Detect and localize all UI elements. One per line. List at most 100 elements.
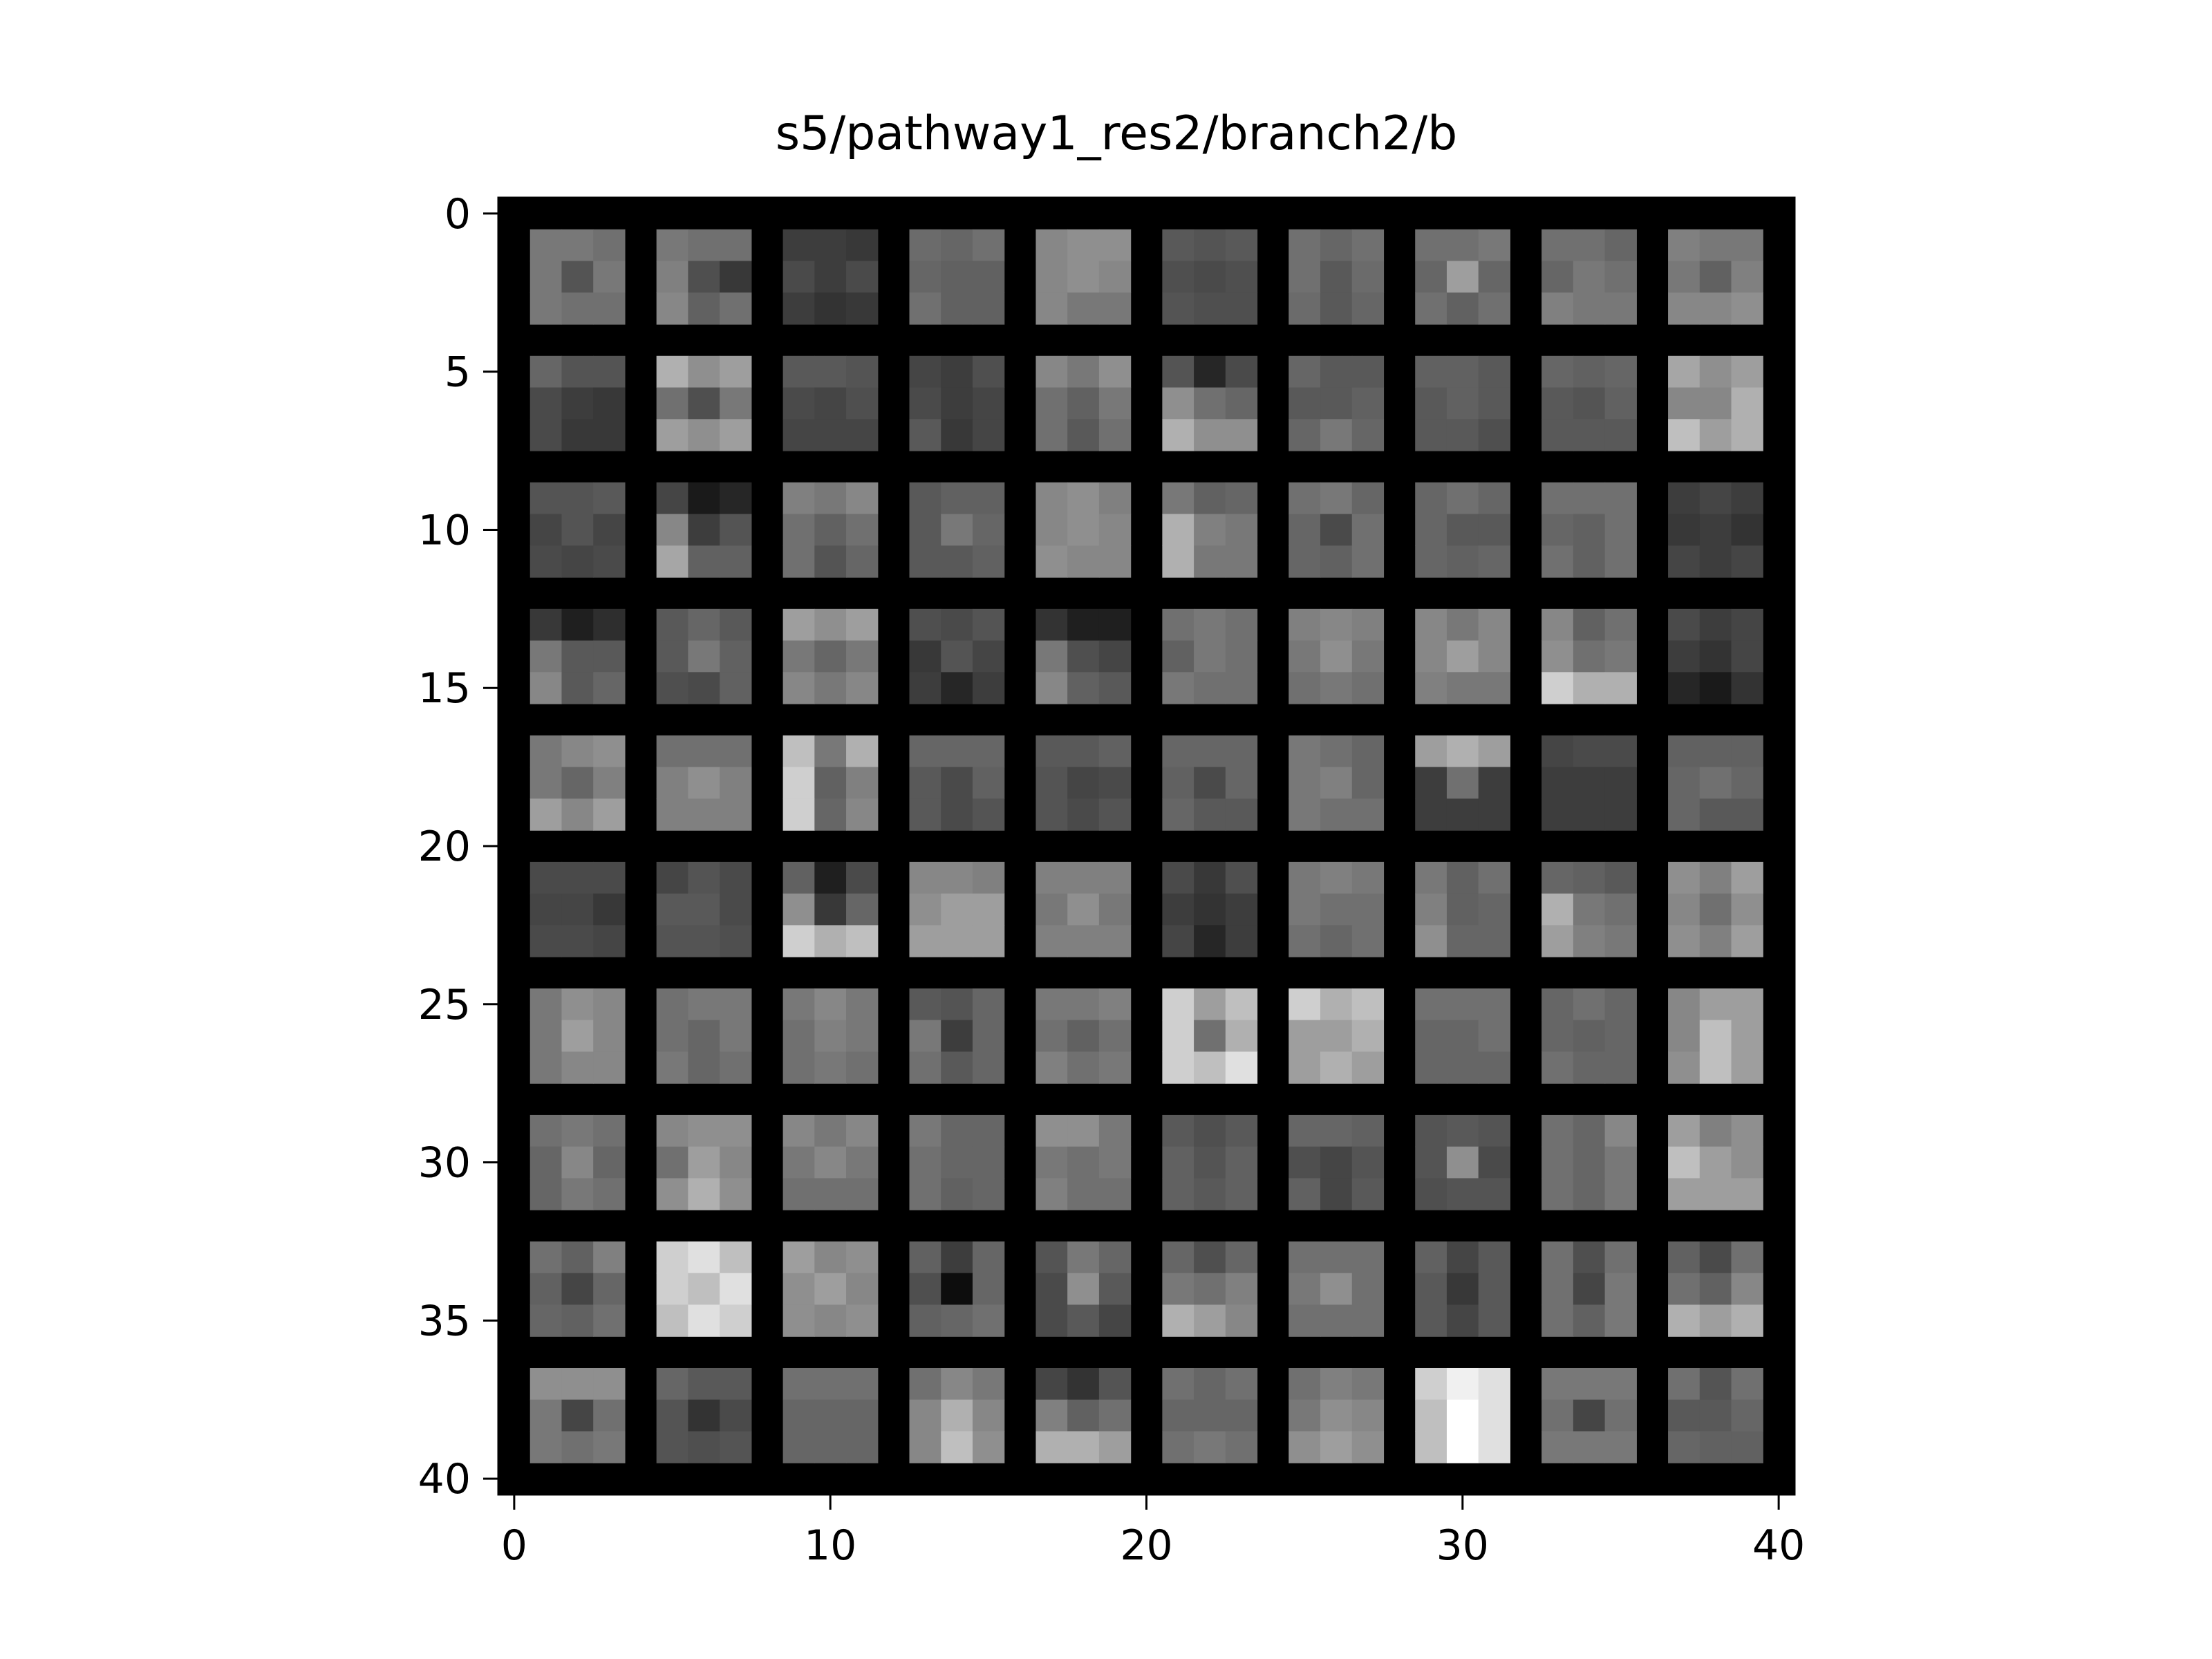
heatmap-cell xyxy=(1067,925,1100,957)
heatmap-cell xyxy=(656,988,688,1021)
heatmap-cell xyxy=(1478,767,1511,799)
kernel-tile xyxy=(1288,735,1385,831)
heatmap-cell xyxy=(814,1178,847,1210)
heatmap-cell xyxy=(561,672,594,704)
kernel-tile xyxy=(1288,1241,1385,1337)
heatmap-cell xyxy=(941,861,973,894)
heatmap-cell xyxy=(688,767,720,799)
kernel-tile xyxy=(909,1114,1005,1210)
heatmap-cell xyxy=(1415,355,1447,388)
heatmap-cell xyxy=(1098,1367,1132,1400)
heatmap-cell xyxy=(593,608,626,641)
heatmap-cell xyxy=(1446,988,1479,1021)
heatmap-cell xyxy=(561,1114,594,1147)
kernel-tile xyxy=(1415,482,1511,578)
kernel-tile xyxy=(1415,1114,1511,1210)
kernel-tile xyxy=(529,1241,626,1337)
heatmap-cell xyxy=(688,1146,720,1179)
heatmap-cell xyxy=(782,988,815,1021)
heatmap-cell xyxy=(846,672,879,704)
heatmap-cell xyxy=(1035,798,1068,831)
heatmap-cell xyxy=(941,893,973,926)
heatmap-cell xyxy=(909,482,941,515)
heatmap-cell xyxy=(1415,1051,1447,1084)
heatmap-cell xyxy=(1731,640,1763,673)
heatmap-cell xyxy=(1351,735,1385,768)
heatmap-cell xyxy=(1225,672,1258,704)
kernel-tile xyxy=(529,608,626,704)
heatmap-cell xyxy=(846,925,879,957)
heatmap-cell xyxy=(814,988,847,1021)
heatmap-cell xyxy=(529,545,563,578)
heatmap-cell xyxy=(1541,1399,1574,1432)
heatmap-cell xyxy=(1731,261,1763,293)
heatmap-cell xyxy=(593,482,626,515)
heatmap-cell xyxy=(1288,1399,1321,1432)
heatmap-cell xyxy=(814,861,847,894)
heatmap-cell xyxy=(561,1367,594,1400)
heatmap-cell xyxy=(1225,767,1258,799)
heatmap-cell xyxy=(1320,292,1353,325)
heatmap-cell xyxy=(688,1367,720,1400)
heatmap-cell xyxy=(1604,798,1637,831)
heatmap-cell xyxy=(909,355,941,388)
heatmap-cell xyxy=(1478,861,1511,894)
heatmap-cell xyxy=(1162,608,1194,641)
heatmap-cell xyxy=(720,292,752,325)
heatmap-cell xyxy=(1162,261,1194,293)
heatmap-cell xyxy=(656,767,688,799)
heatmap-cell xyxy=(1225,798,1258,831)
heatmap-cell xyxy=(561,419,594,451)
heatmap-cell xyxy=(1699,1399,1732,1432)
heatmap-cell xyxy=(720,1114,752,1147)
heatmap-cell xyxy=(1541,292,1574,325)
heatmap-cell xyxy=(782,608,815,641)
heatmap-cell xyxy=(1699,514,1732,546)
heatmap-cell xyxy=(593,355,626,388)
heatmap-cell xyxy=(1604,1273,1637,1306)
heatmap-cell xyxy=(1351,1304,1385,1337)
heatmap-cell xyxy=(593,861,626,894)
heatmap-cell xyxy=(1320,735,1353,768)
heatmap-cell xyxy=(1035,355,1068,388)
heatmap-cell xyxy=(1320,387,1353,420)
heatmap-cell xyxy=(1225,1367,1258,1400)
heatmap-cell xyxy=(1225,514,1258,546)
heatmap-cell xyxy=(1699,1146,1732,1179)
x-tick-label: 40 xyxy=(1752,1521,1805,1570)
heatmap-cell xyxy=(1098,514,1132,546)
kernel-tile xyxy=(1035,735,1132,831)
heatmap-cell xyxy=(1446,893,1479,926)
heatmap-cell xyxy=(846,1241,879,1274)
heatmap-cell xyxy=(1098,988,1132,1021)
heatmap-cell xyxy=(1573,482,1606,515)
heatmap-cell xyxy=(656,893,688,926)
heatmap-cell xyxy=(972,419,1005,451)
heatmap-cell xyxy=(814,229,847,262)
heatmap-cell xyxy=(1446,1431,1479,1463)
heatmap-cell xyxy=(1573,545,1606,578)
heatmap-cell xyxy=(1668,861,1700,894)
heatmap-cell xyxy=(561,387,594,420)
kernel-tile xyxy=(529,735,626,831)
heatmap-cell xyxy=(1194,988,1226,1021)
heatmap-cell xyxy=(1162,387,1194,420)
kernel-tile xyxy=(1162,861,1258,957)
heatmap-cell xyxy=(909,1304,941,1337)
heatmap-cell xyxy=(1067,514,1100,546)
heatmap-cell xyxy=(1478,1051,1511,1084)
heatmap-cell xyxy=(1731,1020,1763,1053)
heatmap-cell xyxy=(1478,640,1511,673)
heatmap-cell xyxy=(846,292,879,325)
heatmap-cell xyxy=(561,988,594,1021)
heatmap-cell xyxy=(656,1304,688,1337)
heatmap-cell xyxy=(1067,893,1100,926)
heatmap-cell xyxy=(846,767,879,799)
heatmap-cell xyxy=(1478,1304,1511,1337)
heatmap-cell xyxy=(1446,1020,1479,1053)
heatmap-cell xyxy=(1351,988,1385,1021)
heatmap-cell xyxy=(1288,1273,1321,1306)
kernel-tile xyxy=(1541,1114,1637,1210)
kernel-tile xyxy=(1162,355,1258,451)
kernel-tile xyxy=(1288,1367,1385,1463)
